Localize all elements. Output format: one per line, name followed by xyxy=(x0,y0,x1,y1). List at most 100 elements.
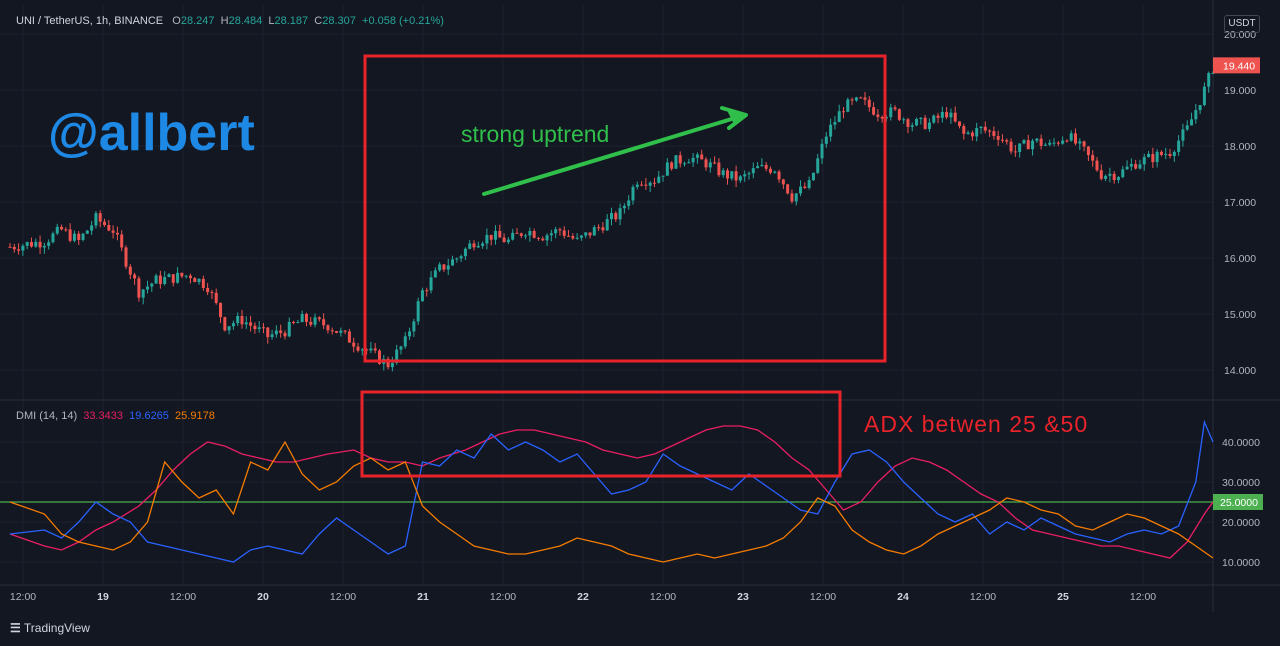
candle-body xyxy=(128,266,132,275)
candle-body xyxy=(1168,153,1172,157)
candle-body xyxy=(1159,151,1163,155)
candle-body xyxy=(1129,164,1133,167)
candle-body xyxy=(1035,138,1039,141)
candle-body xyxy=(1104,175,1108,179)
candle-body xyxy=(408,331,412,337)
candle-body xyxy=(850,99,854,101)
price-tick-label: 17.000 xyxy=(1224,197,1256,209)
candle-body xyxy=(1052,142,1056,144)
candle-body xyxy=(210,292,214,294)
time-tick-label: 12:00 xyxy=(490,591,516,603)
candle-body xyxy=(794,193,798,202)
candle-body xyxy=(915,118,919,126)
candle-body xyxy=(339,330,343,333)
candle-body xyxy=(1155,151,1159,163)
candle-body xyxy=(193,278,197,283)
time-tick-label: 21 xyxy=(417,591,429,603)
candle-body xyxy=(154,275,158,284)
candle-body xyxy=(1018,143,1022,152)
last-price-badge xyxy=(1213,57,1260,74)
candle-body xyxy=(219,302,223,318)
candle-body xyxy=(846,99,850,112)
candle-body xyxy=(872,107,876,115)
candle-body xyxy=(231,323,235,327)
symbol-name[interactable]: UNI / TetherUS, 1h, BINANCE xyxy=(16,15,164,27)
time-tick-label: 12:00 xyxy=(10,591,36,603)
candle-body xyxy=(734,171,738,181)
candle-body xyxy=(979,126,983,129)
candle-body xyxy=(304,313,308,322)
candle-body xyxy=(390,362,394,368)
candle-body xyxy=(940,111,944,118)
adx-highlight-box xyxy=(360,390,842,478)
dmi-tick-label: 10.0000 xyxy=(1222,557,1260,569)
candle-body xyxy=(197,278,201,283)
candle-body xyxy=(68,229,72,241)
candle-body xyxy=(768,168,772,173)
time-tick-label: 25 xyxy=(1057,591,1069,603)
candle-body xyxy=(893,107,897,110)
candle-body xyxy=(1185,125,1189,130)
candle-body xyxy=(524,235,528,237)
candle-body xyxy=(597,227,601,229)
candle-body xyxy=(463,248,467,257)
candle-body xyxy=(786,184,790,194)
candle-body xyxy=(992,131,996,136)
candle-body xyxy=(708,162,712,168)
candle-body xyxy=(287,321,291,337)
currency-badge[interactable]: USDT xyxy=(1224,15,1260,33)
threshold-label: 25.0000 xyxy=(1220,497,1258,509)
candle-body xyxy=(352,342,356,347)
candle-body xyxy=(657,176,661,183)
candle-body xyxy=(704,159,708,168)
candle-body xyxy=(77,233,81,240)
candle-body xyxy=(644,184,648,186)
candle-body xyxy=(472,243,476,248)
candle-body xyxy=(975,128,979,137)
candle-body xyxy=(592,227,596,236)
candle-body xyxy=(927,122,931,129)
price-tick-label: 14.000 xyxy=(1224,365,1256,377)
close-value: 28.307 xyxy=(322,15,356,27)
candle-body xyxy=(773,171,777,173)
adx-annotation: ADX betwen 25 &50 xyxy=(864,411,1089,437)
grid xyxy=(0,5,1213,584)
candle-body xyxy=(176,272,180,283)
candle-body xyxy=(833,122,837,125)
candle-body xyxy=(910,125,914,127)
candle-body xyxy=(571,236,575,239)
dmi-lines xyxy=(0,419,1214,563)
candle-body xyxy=(72,233,76,241)
candle-body xyxy=(163,277,167,284)
candle-body xyxy=(1164,153,1168,155)
candle-body xyxy=(150,283,154,287)
candle-body xyxy=(236,315,240,324)
last-price-label: 19.440 xyxy=(1223,60,1255,72)
candle-body xyxy=(588,232,592,236)
candle-body xyxy=(296,322,300,324)
candle-body xyxy=(171,274,175,283)
indicator-name[interactable]: DMI (14, 14) xyxy=(16,410,78,422)
candle-body xyxy=(631,186,635,201)
candle-body xyxy=(1112,173,1116,181)
high-value: 28.484 xyxy=(228,15,263,27)
candle-body xyxy=(1099,170,1103,179)
tradingview-brand: TradingView xyxy=(23,621,90,635)
candle-body xyxy=(8,246,12,248)
candle-body xyxy=(622,205,626,209)
tradingview-logo[interactable]: ☰ TradingView xyxy=(10,621,90,635)
candle-body xyxy=(240,315,244,325)
candle-body xyxy=(42,245,46,248)
candle-body xyxy=(756,166,760,169)
dmi-tick-label: 20.0000 xyxy=(1222,517,1260,529)
candle-body xyxy=(670,162,674,169)
candle-body xyxy=(730,171,734,179)
candle-body xyxy=(923,117,927,129)
candle-body xyxy=(403,336,407,347)
low-label: L xyxy=(268,15,275,27)
candle-body xyxy=(416,301,420,322)
candle-body xyxy=(377,350,381,364)
candle-body xyxy=(584,232,588,236)
low-value: 28.187 xyxy=(274,15,309,27)
